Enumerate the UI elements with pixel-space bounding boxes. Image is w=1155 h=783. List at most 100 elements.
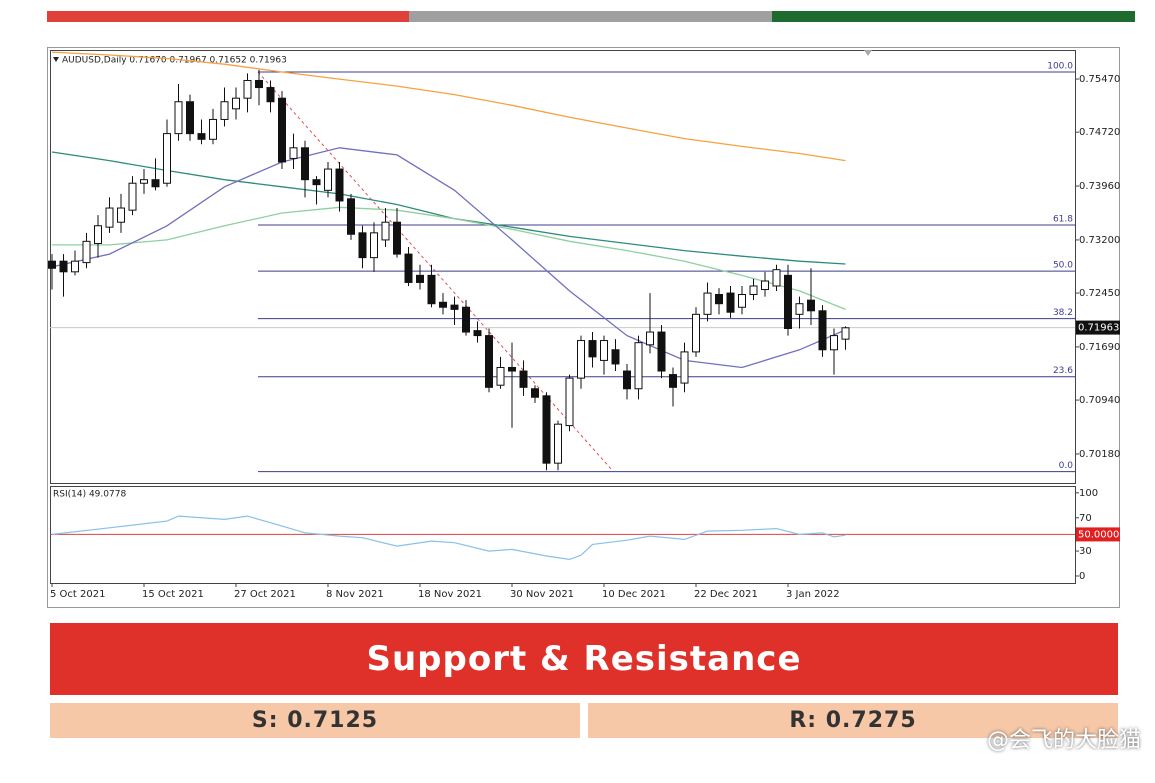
candle-body [692, 313, 700, 353]
last-price-box [1076, 320, 1120, 335]
candle-body [588, 340, 597, 358]
support-box: S: 0.7125 [50, 703, 580, 738]
top-bar-gray [409, 11, 772, 22]
candle-body [784, 274, 792, 330]
x-tick-label: 8 Nov 2021 [326, 589, 384, 600]
candle-body [473, 330, 482, 337]
candle-body [542, 395, 551, 464]
fib-label: 38.2 [1053, 308, 1073, 318]
title-arrow [53, 57, 59, 62]
candle-body [611, 349, 620, 365]
candle-body [680, 351, 689, 384]
y-tick-label: 0.70940 [1079, 395, 1120, 406]
candle-body [59, 260, 68, 273]
candle-body [140, 179, 148, 184]
candle-body [358, 232, 367, 259]
banner-title: Support & Resistance [50, 623, 1118, 695]
candle-body [324, 168, 332, 191]
candle-body [404, 253, 413, 283]
y-tick-label: 0.72450 [1079, 288, 1120, 299]
x-tick-label: 30 Nov 2021 [510, 589, 574, 600]
candle-body [462, 306, 470, 333]
candle-body [174, 101, 183, 135]
candle-body [209, 118, 217, 140]
x-tick-label: 22 Dec 2021 [694, 589, 758, 600]
candle-body [830, 335, 838, 351]
candle-body [726, 292, 735, 313]
fib-label: 23.6 [1053, 366, 1073, 376]
candle-body [94, 225, 102, 244]
y-tick-label: 0.74720 [1079, 127, 1120, 138]
candle-body [669, 374, 677, 388]
candle-body [416, 274, 424, 283]
candle-body [151, 179, 160, 188]
rsi-level-label: 50.0000 [1078, 529, 1119, 540]
candle-body [370, 232, 378, 259]
rsi-title: RSI(14) 49.0778 [53, 490, 126, 500]
x-tick-label: 18 Nov 2021 [418, 589, 482, 600]
candle-body [117, 207, 125, 223]
candle-body [600, 340, 608, 361]
candle-body [508, 366, 516, 372]
rsi-tick-label: 0 [1079, 571, 1085, 582]
candle-body [519, 370, 528, 388]
y-tick-label: 0.75470 [1079, 74, 1120, 85]
candle-body [197, 133, 206, 140]
candle-body [818, 310, 827, 351]
candle-body [393, 221, 401, 255]
x-tick-label: 10 Dec 2021 [602, 589, 666, 600]
rsi-line [51, 515, 846, 561]
candle-body [496, 366, 505, 386]
candle-body [301, 147, 309, 181]
last-price-label: 0.71963 [1078, 323, 1119, 334]
fib-label: 0.0 [1059, 461, 1074, 471]
candle-body [427, 274, 436, 305]
x-tick-label: 27 Oct 2021 [234, 589, 296, 600]
candle-body [163, 133, 171, 184]
moving-average [51, 147, 846, 369]
candle-body [772, 269, 781, 287]
watermark: @会飞的大脸猫 [986, 728, 1141, 753]
candle-body [289, 147, 298, 159]
candle-body [266, 87, 275, 103]
fib-label: 61.8 [1053, 215, 1073, 225]
candle-body [795, 303, 804, 315]
chart: AUDUSD,Daily 0.71670 0.71967 0.71652 0.7… [47, 11, 1135, 608]
y-tick-label: 0.70180 [1079, 449, 1120, 460]
moving-average [51, 51, 846, 162]
candle-body [485, 335, 493, 388]
candle-body [646, 331, 654, 346]
y-tick-label: 0.73200 [1079, 235, 1120, 246]
x-tick-label: 5 Oct 2021 [50, 589, 105, 600]
shift-marker [864, 50, 872, 56]
candle-body [749, 285, 758, 295]
rsi-level-box [1076, 527, 1120, 542]
candle-body [761, 280, 769, 291]
candle-body [577, 340, 585, 379]
fib-label: 100.0 [1047, 61, 1073, 71]
top-bar-green [772, 11, 1135, 22]
candle-body [243, 79, 252, 99]
candle-body [128, 182, 137, 211]
rsi-tick-label: 70 [1079, 513, 1092, 524]
candle-body [335, 168, 344, 202]
candle-body [657, 331, 666, 372]
candle-body [232, 97, 240, 110]
candle-body [186, 101, 194, 135]
y-tick-label: 0.73960 [1079, 181, 1120, 192]
candle-body [255, 79, 263, 89]
moving-average [52, 206, 846, 311]
fib-label: 50.0 [1053, 261, 1073, 271]
candle-body [105, 207, 114, 228]
candle-body [634, 342, 643, 390]
candle-body [715, 293, 723, 305]
candle-body [738, 293, 746, 308]
candle-body [220, 101, 229, 120]
candle-body [347, 198, 355, 235]
candle-body [450, 304, 459, 310]
rsi-tick-label: 100 [1079, 488, 1098, 499]
rsi-panel [50, 486, 1076, 584]
resistance-box: R: 0.7275 [588, 703, 1118, 738]
candle-body [82, 240, 91, 264]
